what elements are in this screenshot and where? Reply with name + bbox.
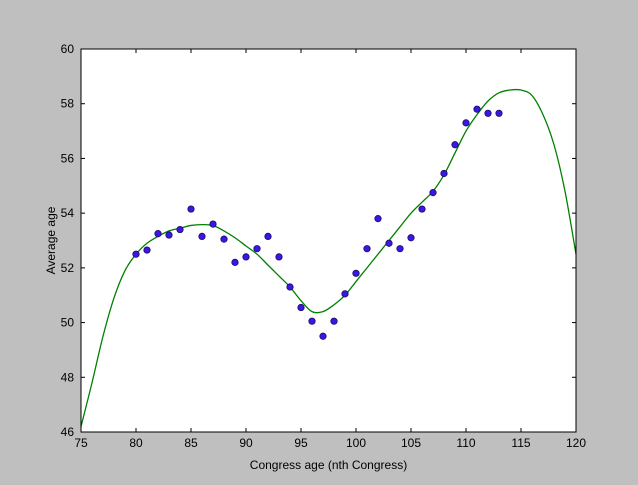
data-point [451, 141, 459, 149]
data-point [242, 253, 250, 261]
data-point [418, 205, 426, 213]
y-tick-label: 60 [61, 42, 75, 56]
data-point [396, 245, 404, 253]
x-tick-label: 85 [184, 436, 198, 450]
data-point [165, 231, 173, 239]
data-point [198, 232, 206, 240]
data-point [440, 169, 448, 178]
data-point [363, 245, 371, 253]
y-axis-label: Average age [44, 206, 58, 274]
y-tick-label: 54 [61, 206, 75, 220]
y-tick-label: 50 [61, 316, 75, 330]
data-point [385, 239, 393, 247]
data-point [429, 189, 437, 197]
data-point [495, 109, 503, 117]
data-point [264, 232, 272, 240]
data-point [286, 283, 294, 291]
plot-area [81, 49, 576, 432]
data-point [319, 332, 327, 340]
x-tick-label: 100 [346, 436, 366, 450]
data-point [484, 109, 492, 117]
x-tick-label: 105 [401, 436, 421, 450]
data-point [209, 220, 217, 228]
data-point [473, 105, 481, 113]
data-point [253, 245, 261, 253]
data-points-layer [132, 105, 503, 340]
x-tick-label: 80 [129, 436, 143, 450]
data-point [297, 303, 305, 312]
y-tick-label: 46 [61, 425, 75, 439]
data-point [220, 235, 228, 243]
y-tick-label: 48 [61, 370, 75, 384]
x-axis-label: Congress age (nth Congress) [250, 458, 407, 472]
data-point [231, 258, 239, 266]
x-tick-label: 110 [456, 436, 475, 450]
data-point [176, 225, 184, 234]
plot-frame [80, 48, 577, 433]
data-point [143, 246, 151, 254]
x-tick-label: 95 [294, 436, 308, 450]
y-tick-label: 58 [61, 97, 75, 111]
y-tick-label: 52 [61, 261, 75, 275]
data-point [154, 230, 162, 238]
fit-curve-line [81, 88, 576, 427]
x-tick-label: 75 [74, 436, 88, 450]
data-point [308, 317, 316, 325]
data-point [462, 119, 470, 127]
data-point [352, 269, 360, 277]
data-point [132, 250, 140, 258]
x-tick-label: 120 [566, 436, 586, 450]
x-tick-label: 90 [239, 436, 253, 450]
data-point [330, 317, 338, 325]
fit-curve-layer [81, 88, 576, 427]
data-point [275, 253, 283, 261]
x-tick-label: 115 [511, 436, 530, 450]
data-point [341, 290, 349, 298]
data-point [407, 234, 415, 242]
y-tick-label: 56 [61, 151, 75, 165]
data-point [187, 205, 195, 213]
data-point [374, 215, 382, 223]
